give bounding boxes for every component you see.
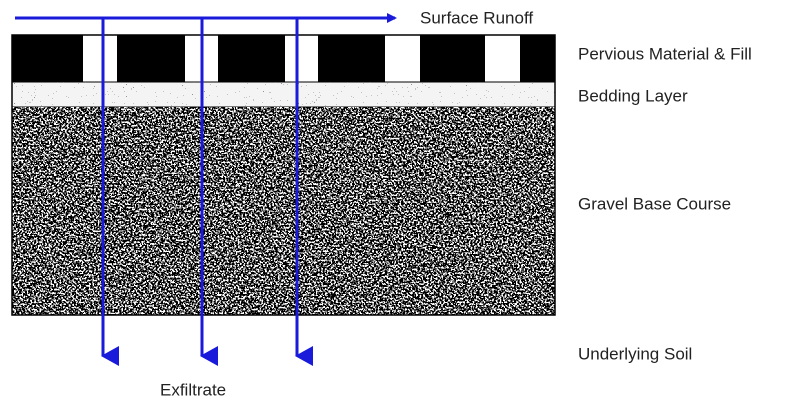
layer-label: Underlying Soil	[578, 344, 692, 363]
flow-label: Surface Runoff	[420, 8, 533, 27]
bedding-texture	[12, 82, 555, 107]
layer-label: Pervious Material & Fill	[578, 44, 752, 63]
cross-section	[11, 34, 556, 316]
gravel-texture	[12, 107, 555, 315]
pervious-gaps	[83, 35, 520, 82]
section-border	[11, 34, 556, 316]
flow-label: Exfiltrate	[160, 380, 226, 399]
layer-label: Bedding Layer	[578, 86, 688, 105]
layer-label: Gravel Base Course	[578, 194, 731, 213]
flow-arrows	[15, 13, 397, 366]
